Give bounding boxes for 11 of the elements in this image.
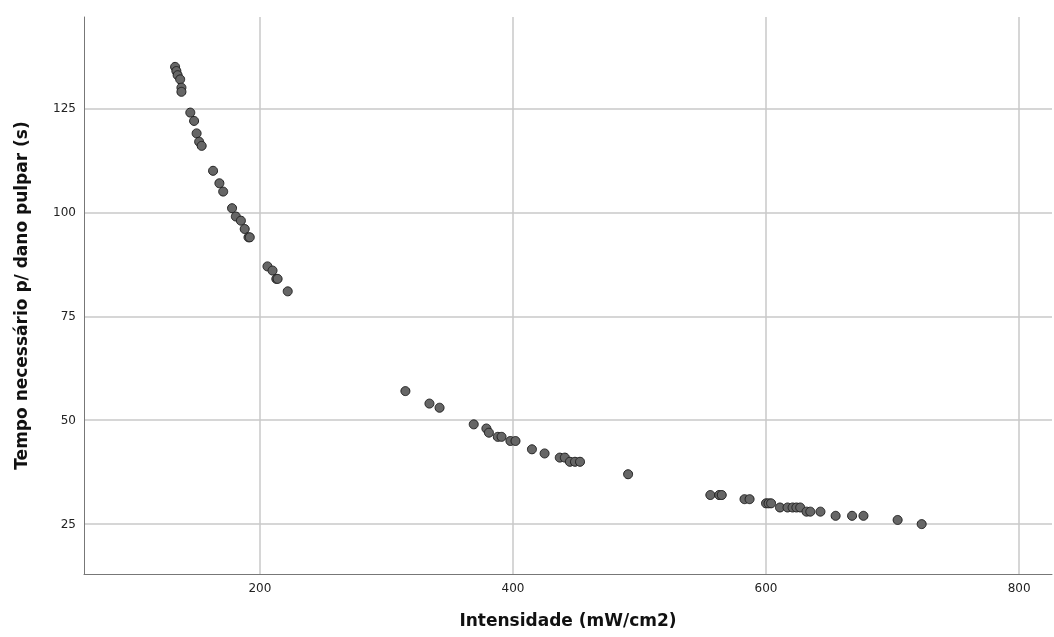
y-tick-label: 25 <box>60 517 76 532</box>
y-tick-label: 100 <box>53 205 76 220</box>
y-tick-label: 75 <box>60 309 76 324</box>
y-tick-label: 50 <box>60 413 76 428</box>
y-tick-label: 125 <box>53 101 76 116</box>
x-tick-label: 600 <box>754 581 778 595</box>
x-axis-title: Intensidade (mW/cm2) <box>459 609 677 630</box>
y-axis-title: Tempo necessário p/ dano pulpar (s) <box>10 121 31 470</box>
x-tick-label: 200 <box>248 581 272 595</box>
x-tick-label: 800 <box>1007 581 1031 595</box>
x-tick-label: 400 <box>501 581 525 595</box>
